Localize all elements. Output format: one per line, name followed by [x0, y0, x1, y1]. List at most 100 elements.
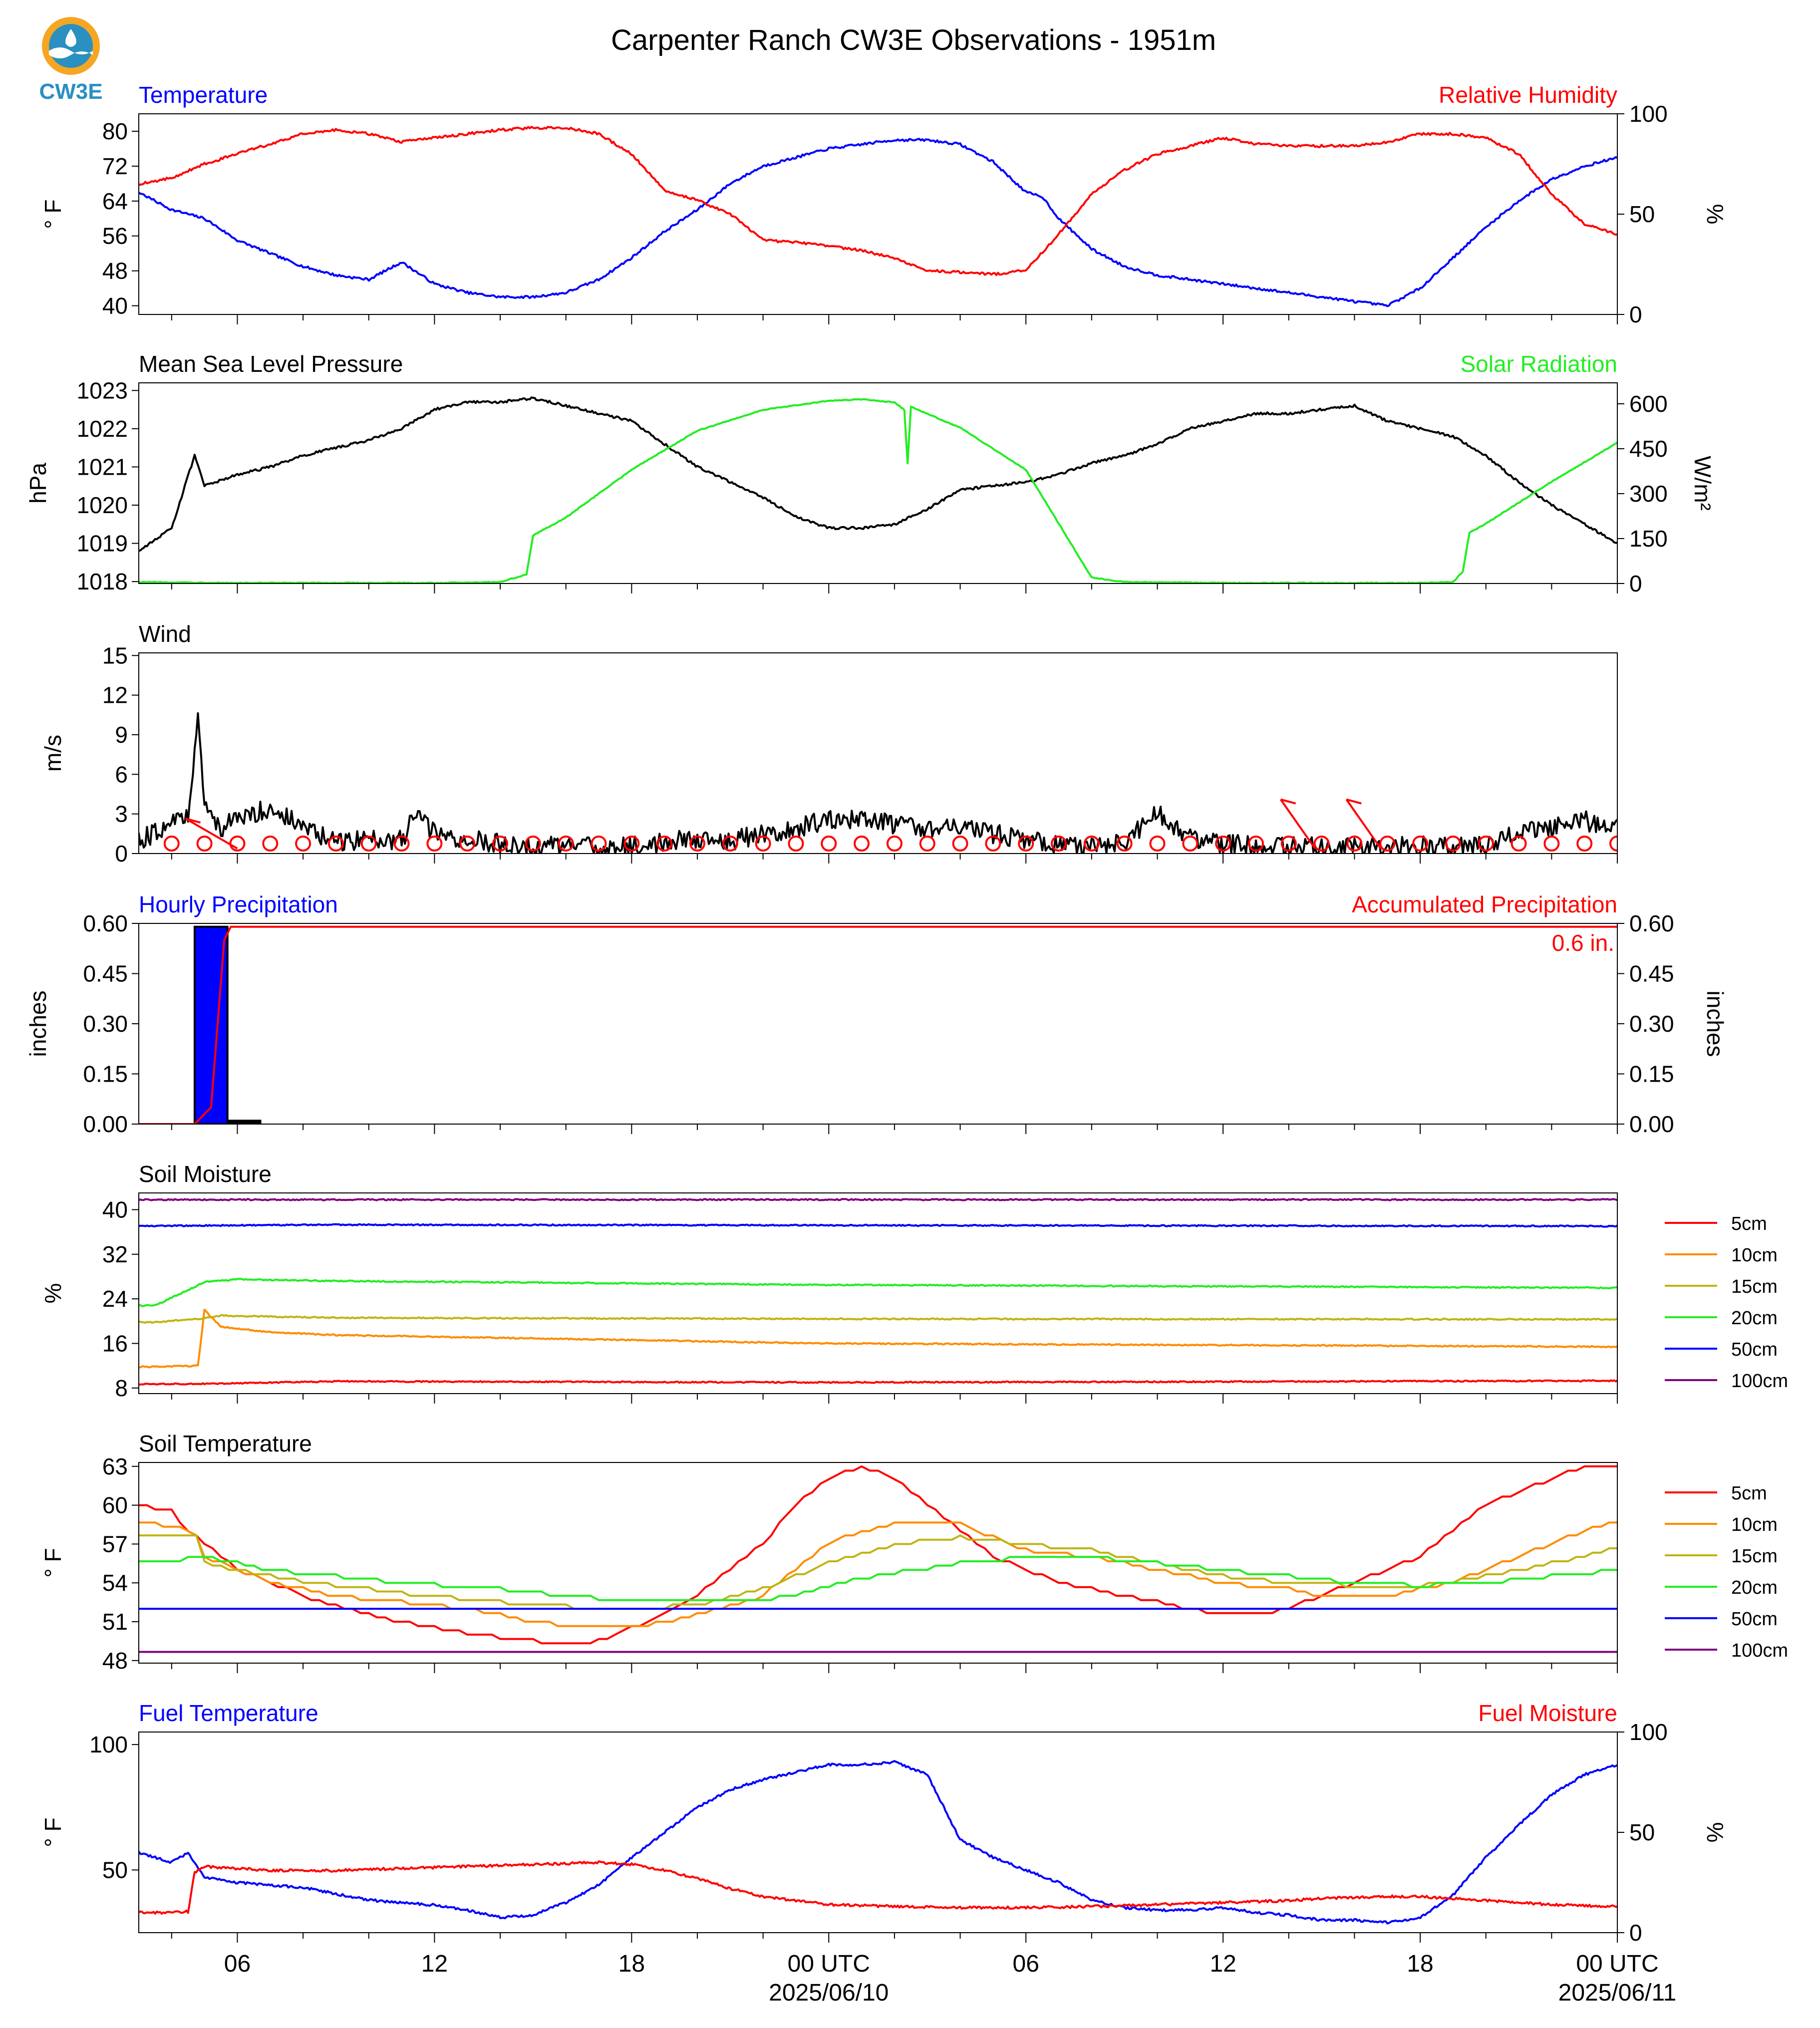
panel-4-ytick-label: 40 — [102, 1197, 128, 1223]
legend-label-15cm: 15cm — [1731, 1276, 1778, 1297]
panel-2-ytick-label: 12 — [102, 682, 128, 708]
wind-calm-marker — [295, 836, 311, 852]
panel-2-ylabel: m/s — [40, 735, 66, 772]
panels: Temperature Relative Humidity404856647280… — [25, 82, 1788, 1946]
panel-0-ytick-label: 72 — [102, 153, 128, 179]
panel-6-y2tick-label: 50 — [1629, 1819, 1655, 1845]
panel-4-ylabel: % — [40, 1283, 66, 1304]
wind-calm-marker — [722, 836, 738, 852]
panel-1-y2tick-label: 150 — [1629, 526, 1668, 552]
wind-calm-marker — [788, 836, 804, 852]
wind-calm-marker — [1609, 836, 1617, 852]
panel-0-left-title: Temperature — [139, 82, 268, 108]
panel-6: Fuel Temperature Fuel Moisture 50 100 ° F 0 50… — [40, 1700, 1728, 1946]
series-line-4-2 — [139, 1314, 1617, 1324]
wind-calm-marker — [525, 836, 541, 852]
panel-1-ytick-label: 1022 — [77, 416, 128, 442]
wind-barb-flag — [185, 818, 201, 824]
panel-0-ylabel: ° F — [40, 199, 66, 229]
panel-1-frame — [138, 382, 1618, 584]
panel-6-plot — [139, 1760, 1617, 1925]
panel-5-ytick-label: 63 — [102, 1453, 128, 1479]
panel-6-ylabel: ° F — [40, 1817, 66, 1847]
panel-3-y2tick-label: 0.60 — [1629, 910, 1674, 936]
wind-calm-marker — [1478, 836, 1494, 852]
wind-calm-marker — [1182, 836, 1199, 852]
panel-6-frame — [138, 1732, 1618, 1933]
wind-calm-marker — [1445, 836, 1461, 852]
wind-calm-marker — [591, 836, 607, 852]
wind-barb-flag — [1346, 798, 1362, 805]
panel-4-plot — [139, 1198, 1617, 1386]
panel-5-left-title: Soil Temperature — [139, 1431, 312, 1456]
panel-0: Temperature Relative Humidity 40 48 56 64 72 80… — [40, 82, 1728, 327]
wind-barb — [1279, 799, 1316, 850]
wind-barb — [1345, 799, 1382, 850]
panel-3-ytick-label: 0.45 — [83, 961, 128, 987]
panel-5: Soil Temperature 48 51 54 57 60 63 ° F 5cm 10cm 15… — [40, 1431, 1788, 1674]
logo-drop-icon — [65, 29, 76, 47]
wind-calm-marker — [1543, 836, 1560, 852]
wind-calm-marker — [262, 836, 279, 852]
panel-6-y2label: % — [1702, 1822, 1728, 1843]
series-line-5-1 — [139, 1521, 1617, 1627]
x-tick-label: 12 — [421, 1951, 448, 1977]
legend-label-50cm: 50cm — [1731, 1339, 1778, 1360]
panel-1-ytick-label: 1020 — [77, 492, 128, 518]
figure-title: Carpenter Ranch CW3E Observations - 1951… — [611, 24, 1216, 56]
panel-0-ytick-label: 56 — [102, 223, 128, 249]
wind-calm-marker — [1379, 836, 1396, 852]
series-line-5-0 — [139, 1465, 1617, 1645]
panel-3-ytick-label: 0.00 — [83, 1111, 128, 1137]
wind-calm-marker — [623, 836, 640, 852]
wind-calm-marker — [952, 836, 968, 852]
panel-6-ytick-label: 50 — [102, 1857, 128, 1883]
wind-calm-marker — [1280, 836, 1297, 852]
panel-3-y2label: inches — [1702, 991, 1728, 1057]
panel-2: Wind 0 3 6 9 12 15 m/s — [40, 621, 1618, 867]
legend-label-10cm: 10cm — [1731, 1514, 1778, 1535]
logo-wave-icon — [49, 47, 93, 58]
x-tick-label: 06 — [1013, 1951, 1039, 1977]
legend-label-20cm: 20cm — [1731, 1308, 1778, 1329]
series-line-4-5 — [139, 1198, 1617, 1201]
legend-label-100cm: 100cm — [1731, 1371, 1788, 1392]
precip-bar-1 — [226, 1120, 262, 1124]
panel-1-ytick-label: 1023 — [77, 377, 128, 403]
panel-6-ytick-label: 100 — [89, 1732, 128, 1757]
panel-0-y2tick-label: 100 — [1629, 101, 1668, 127]
legend-label-15cm: 15cm — [1731, 1546, 1778, 1567]
panel-5-plot — [139, 1465, 1617, 1653]
x-tick-label: 18 — [1407, 1951, 1433, 1977]
series-line-2-0 — [139, 712, 1617, 854]
wind-calm-marker — [1116, 836, 1133, 852]
panel-3-ylabel: inches — [25, 991, 51, 1057]
panel-1-left-title: Mean Sea Level Pressure — [139, 351, 403, 377]
legend-label-20cm: 20cm — [1731, 1577, 1778, 1598]
series-line-6-1 — [139, 1860, 1617, 1915]
panel-3-ytick-label: 0.30 — [83, 1011, 128, 1037]
wind-calm-marker — [558, 836, 574, 852]
panel-1-right-title: Solar Radiation — [1460, 351, 1617, 377]
wind-calm-marker — [755, 836, 771, 852]
panel-0-frame — [138, 113, 1618, 315]
wind-calm-marker — [1215, 836, 1231, 852]
x-tick-label: 12 — [1210, 1951, 1236, 1977]
panel-0-ytick-label: 64 — [102, 188, 128, 214]
panel-0-plot — [139, 126, 1617, 307]
panel-5-ytick-label: 54 — [102, 1570, 128, 1596]
panel-4-ytick-label: 32 — [102, 1241, 128, 1267]
panel-5-ytick-label: 57 — [102, 1531, 128, 1557]
panel-0-ytick-label: 48 — [102, 258, 128, 284]
cw3e-logo: CW3E — [39, 17, 103, 104]
series-line-0-0 — [139, 138, 1617, 307]
panel-1-ylabel: hPa — [25, 463, 51, 504]
panel-4: Soil Moisture 8 16 24 32 40% 5cm 10cm 15cm 20cm 50… — [40, 1161, 1788, 1404]
panel-1-y2tick-label: 0 — [1629, 571, 1642, 596]
series-line-5-3 — [139, 1556, 1617, 1601]
wind-calm-marker — [1051, 836, 1067, 852]
wind-calm-marker — [1018, 836, 1034, 852]
panel-2-ytick-label: 3 — [115, 801, 128, 827]
wind-barb — [185, 818, 238, 850]
wind-calm-marker — [886, 836, 903, 852]
